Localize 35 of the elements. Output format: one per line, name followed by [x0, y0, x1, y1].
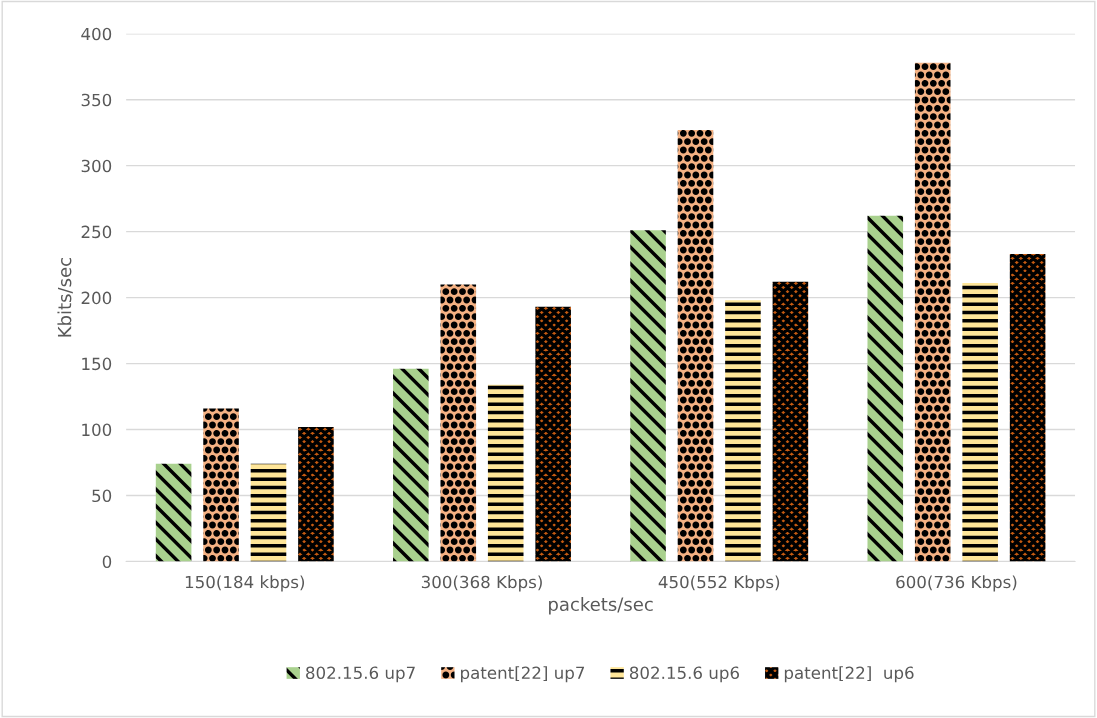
x-tick-label: 300(368 Kbps)	[421, 575, 542, 592]
bar	[535, 306, 571, 562]
bar	[203, 408, 239, 562]
bar	[867, 215, 904, 562]
y-tick-label: 0	[102, 555, 112, 569]
y-tick-label: 250	[81, 225, 112, 239]
bar	[440, 284, 477, 562]
x-tick-label: 600(736 Kbps)	[896, 575, 1017, 592]
y-tick-label: 50	[92, 489, 112, 503]
y-tick-label: 400	[81, 27, 112, 41]
y-tick-label: 350	[81, 93, 112, 107]
y-tick-label: 300	[81, 159, 112, 173]
legend-label: 802.15.6 up6	[629, 666, 740, 683]
y-tick-label: 200	[81, 291, 112, 305]
legend-label: 802.15.6 up7	[306, 666, 415, 683]
x-tick-label: 450(552 Kbps)	[658, 575, 780, 592]
bar	[250, 463, 287, 562]
bar	[725, 300, 761, 562]
bar	[298, 426, 334, 562]
x-tick-label: 150(184 kbps)	[185, 575, 305, 592]
legend-label: patent[22] up7	[461, 666, 585, 683]
bar	[393, 368, 429, 562]
legend-label: patent[22] up6	[784, 666, 914, 683]
bar	[677, 130, 714, 562]
y-tick-label: 100	[82, 423, 112, 437]
x-axis-title: packets/sec	[549, 597, 653, 615]
bar	[155, 463, 192, 562]
y-axis-title: Kbits/sec	[57, 258, 73, 337]
bar	[487, 384, 524, 562]
bar	[772, 281, 809, 562]
y-tick-label: 150	[82, 357, 112, 371]
bar	[1009, 254, 1046, 562]
bar	[962, 283, 998, 562]
bar	[914, 62, 951, 562]
bar	[630, 230, 666, 562]
